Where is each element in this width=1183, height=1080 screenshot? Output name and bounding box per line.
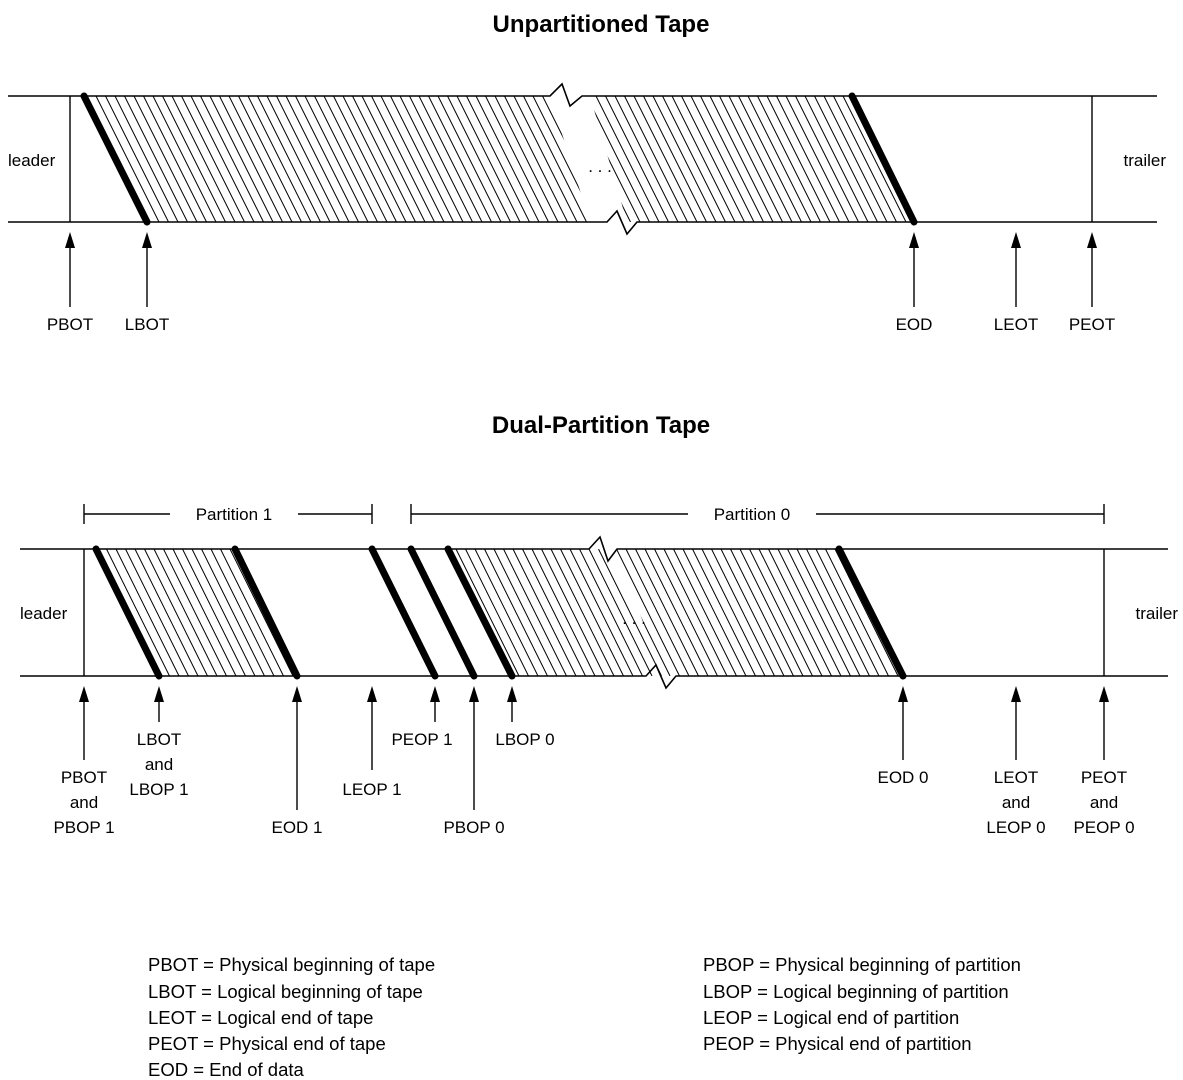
- eod0-boundary-line: [835, 545, 907, 680]
- svg-text:EOD 0: EOD 0: [877, 768, 928, 787]
- svg-text:LBOT: LBOT: [137, 730, 181, 749]
- legend-entry: PBOP = Physical beginning of partition: [703, 954, 1021, 975]
- trailer-label: trailer: [1135, 604, 1178, 623]
- svg-text:and: and: [145, 755, 173, 774]
- pbop0-boundary-line: [407, 545, 478, 680]
- marker-leot: LEOT: [994, 232, 1038, 334]
- marker-eod1: EOD 1: [271, 686, 323, 837]
- marker-leop1: LEOP 1: [342, 686, 402, 799]
- dual-partition-title: Dual-Partition Tape: [492, 412, 710, 439]
- marker-peot-peop0: PEOT and PEOP 0: [1073, 686, 1135, 837]
- svg-text:PEOT: PEOT: [1069, 315, 1115, 334]
- marker-pbop0: PBOP 0: [443, 686, 505, 837]
- lbop0-boundary-line: [444, 545, 516, 680]
- peop1-boundary-line: [368, 545, 439, 680]
- svg-text:PBOP 0: PBOP 0: [443, 818, 504, 837]
- svg-text:and: and: [1090, 793, 1118, 812]
- svg-text:LEOP 0: LEOP 0: [986, 818, 1045, 837]
- svg-text:PBOP 1: PBOP 1: [53, 818, 114, 837]
- partition-1-bracket: Partition 1: [83, 504, 373, 524]
- lbot-boundary-line: [80, 92, 151, 226]
- marker-eod: EOD: [896, 232, 933, 334]
- legend-entry: EOD = End of data: [148, 1059, 305, 1080]
- marker-lbop0: LBOP 0: [495, 686, 555, 749]
- svg-text:EOD: EOD: [896, 315, 933, 334]
- svg-text:PBOT: PBOT: [47, 315, 93, 334]
- leader-label: leader: [20, 604, 68, 623]
- marker-lbot: LBOT: [125, 232, 169, 334]
- legend-entry: PEOP = Physical end of partition: [703, 1033, 972, 1054]
- svg-text:PBOT: PBOT: [61, 768, 107, 787]
- eod1-boundary-line: [231, 545, 301, 680]
- legend-entry: LBOT = Logical beginning of tape: [148, 981, 423, 1002]
- svg-text:PEOP 0: PEOP 0: [1073, 818, 1134, 837]
- svg-text:LBOP 1: LBOP 1: [129, 780, 188, 799]
- leader-label: leader: [8, 151, 56, 170]
- marker-pbot-pbop1: PBOT and PBOP 1: [53, 686, 115, 837]
- legend-left-column: PBOT = Physical beginning of tape LBOT =…: [148, 954, 435, 1080]
- ellipsis-label: . . .: [588, 157, 612, 176]
- legend-entry: LEOP = Logical end of partition: [703, 1007, 959, 1028]
- svg-text:LEOT: LEOT: [994, 315, 1038, 334]
- marker-pbot: PBOT: [47, 232, 93, 334]
- marker-lbot-lbop1: LBOT and LBOP 1: [129, 686, 189, 799]
- svg-text:LBOT: LBOT: [125, 315, 169, 334]
- lbot-lbop1-boundary-line: [92, 545, 163, 680]
- unpartitioned-tape-edges: [8, 82, 1157, 236]
- ellipsis-label: . . .: [622, 609, 646, 628]
- unpartitioned-tape: Unpartitioned Tape leader trailer . . . …: [8, 11, 1166, 334]
- marker-eod0: EOD 0: [877, 686, 929, 787]
- marker-peop1: PEOP 1: [391, 686, 453, 749]
- marker-leot-leop0: LEOT and LEOP 0: [986, 686, 1046, 837]
- svg-text:LEOP 1: LEOP 1: [342, 780, 401, 799]
- svg-text:EOD 1: EOD 1: [271, 818, 322, 837]
- partition-1-data-hatch: [96, 549, 297, 676]
- svg-text:and: and: [70, 793, 98, 812]
- svg-text:and: and: [1002, 793, 1030, 812]
- legend-entry: PBOT = Physical beginning of tape: [148, 954, 435, 975]
- legend-entry: PEOT = Physical end of tape: [148, 1033, 386, 1054]
- partition-0-label: Partition 0: [714, 505, 791, 524]
- trailer-label: trailer: [1123, 151, 1166, 170]
- partition-1-label: Partition 1: [196, 505, 273, 524]
- svg-text:PEOT: PEOT: [1081, 768, 1127, 787]
- svg-text:PEOP 1: PEOP 1: [391, 730, 452, 749]
- legend-right-column: PBOP = Physical beginning of partition L…: [703, 954, 1021, 1054]
- svg-text:LEOT: LEOT: [994, 768, 1038, 787]
- eod-boundary-line: [848, 92, 918, 226]
- unpartitioned-title: Unpartitioned Tape: [493, 11, 710, 38]
- svg-text:LBOP 0: LBOP 0: [495, 730, 554, 749]
- dual-partition-tape: Dual-Partition Tape Partition 1 Partitio…: [20, 412, 1178, 837]
- legend-entry: LEOT = Logical end of tape: [148, 1007, 373, 1028]
- partition-0-bracket: Partition 0: [410, 504, 1105, 524]
- legend: PBOT = Physical beginning of tape LBOT =…: [148, 954, 1021, 1080]
- legend-entry: LBOP = Logical beginning of partition: [703, 981, 1009, 1002]
- marker-peot: PEOT: [1069, 232, 1115, 334]
